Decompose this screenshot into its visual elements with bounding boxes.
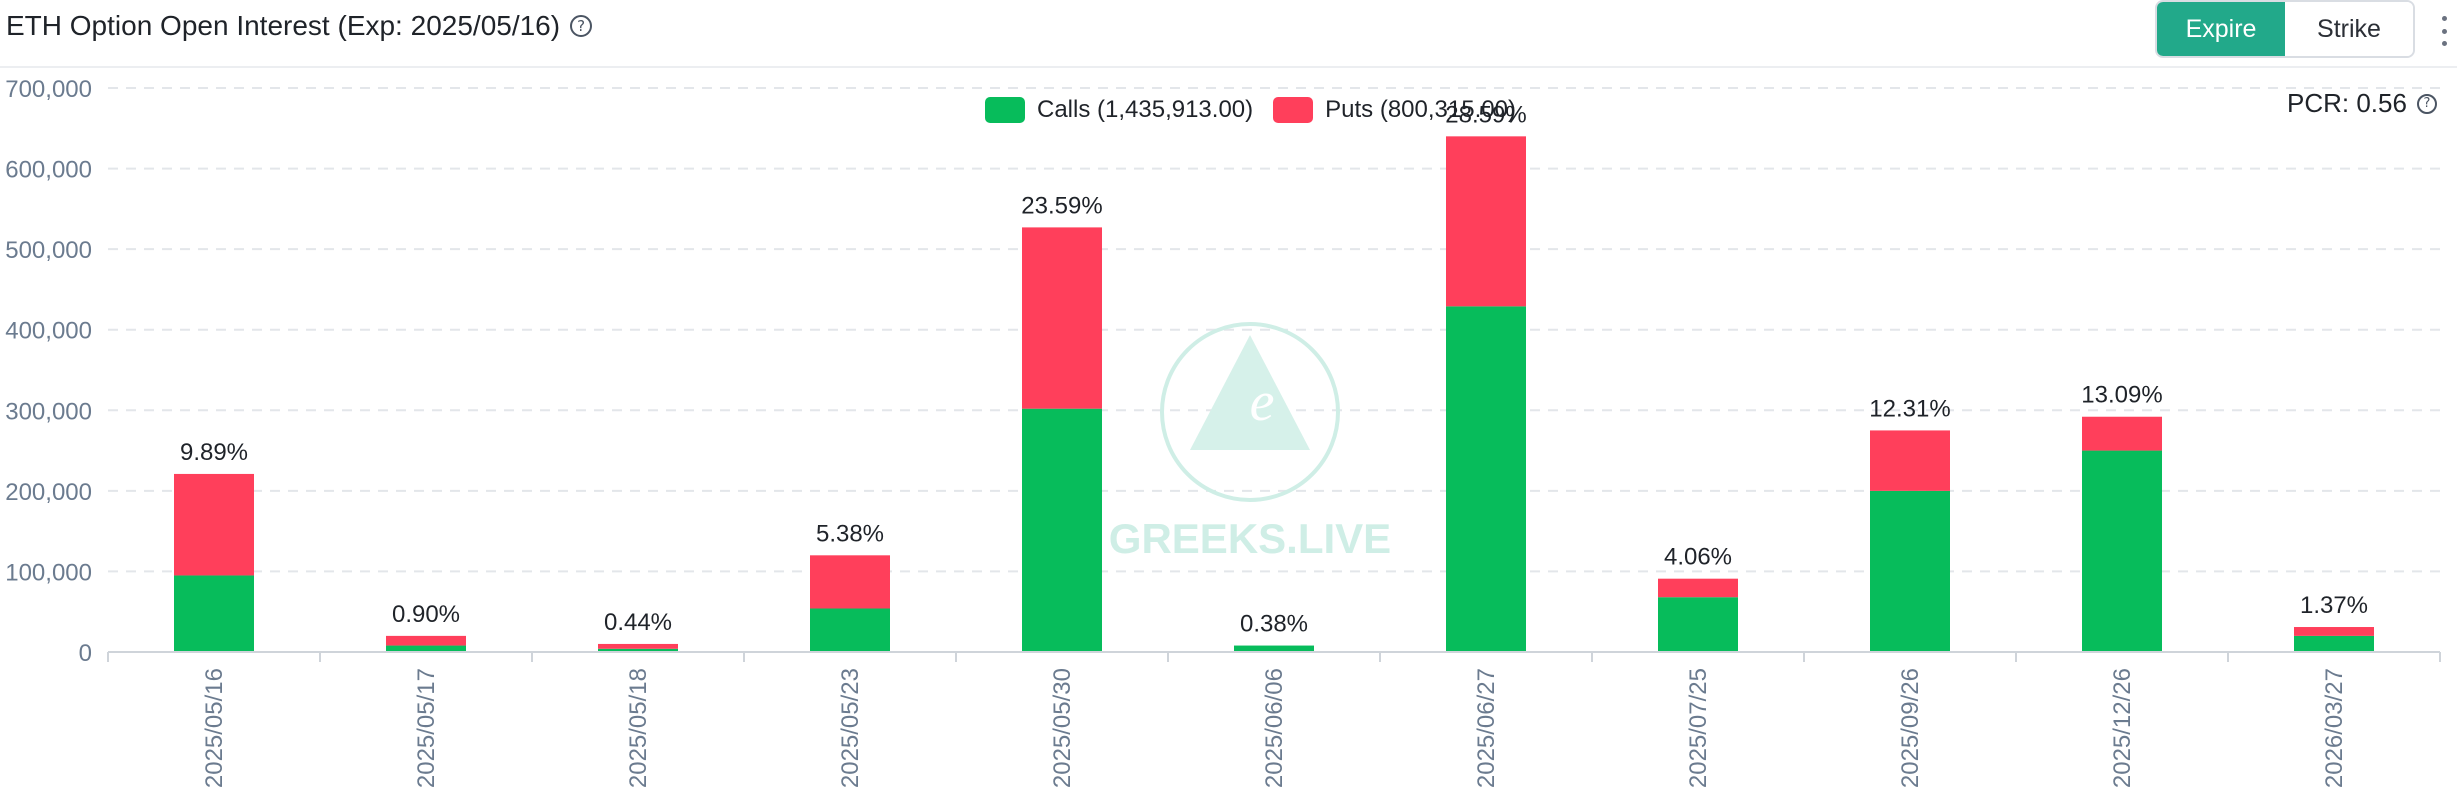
puts-swatch — [1273, 97, 1314, 123]
y-tick-label: 300,000 — [5, 398, 92, 425]
x-tick-label: 2025/05/17 — [413, 668, 440, 788]
data-label: 5.38% — [816, 520, 884, 547]
puts-bar — [1870, 430, 1950, 491]
x-tick-label: 2025/05/23 — [837, 668, 864, 788]
calls-bar — [810, 608, 890, 652]
calls-bar — [1446, 306, 1526, 652]
watermark-circle — [1160, 322, 1340, 502]
data-label: 0.44% — [604, 609, 672, 636]
chart-header: ETH Option Open Interest (Exp: 2025/05/1… — [0, 0, 2457, 68]
watermark-text: GREEKS.LIVE — [1109, 515, 1391, 562]
puts-bar — [2294, 627, 2374, 636]
x-tick-label: 2025/05/30 — [1049, 668, 1076, 788]
y-tick-label: 500,000 — [5, 237, 92, 264]
watermark: e GREEKS.LIVE — [1109, 322, 1391, 562]
pcr-indicator: PCR: 0.56 ? — [2287, 88, 2437, 119]
legend-calls-label: Calls (1,435,913.00) — [1037, 96, 1254, 123]
calls-bar — [2294, 635, 2374, 652]
puts-bar — [386, 635, 466, 646]
data-label: 0.38% — [1240, 611, 1308, 638]
watermark-letter: e — [1250, 371, 1275, 433]
puts-bar — [1022, 227, 1102, 409]
strike-button[interactable]: Strike — [2285, 2, 2413, 56]
puts-bar — [810, 555, 890, 609]
title-group: ETH Option Open Interest (Exp: 2025/05/1… — [6, 10, 593, 42]
data-label: 28.59% — [1445, 101, 1526, 128]
chart-legend: Calls (1,435,913.00) Puts (800,315.00) — [985, 96, 1536, 124]
puts-bar — [2082, 416, 2162, 451]
y-tick-label: 600,000 — [5, 157, 92, 184]
y-axis: 0 100,000 200,000 300,000 400,000 500,000 600,… — [5, 76, 92, 667]
data-label: 9.89% — [180, 439, 248, 466]
watermark-triangle — [1190, 335, 1310, 450]
data-label: 1.37% — [2300, 592, 2368, 619]
bars — [174, 136, 2374, 652]
x-tick-label: 2025/06/06 — [1261, 668, 1288, 788]
help-icon[interactable]: ? — [570, 15, 593, 37]
legend-puts-label: Puts (800,315.00) — [1325, 96, 1516, 123]
legend-calls[interactable]: Calls (1,435,913.00) — [985, 96, 1253, 124]
puts-bar — [1446, 136, 1526, 307]
y-tick-label: 100,000 — [5, 559, 92, 586]
x-tick-label: 2025/09/26 — [1897, 668, 1924, 788]
data-label: 23.59% — [1021, 192, 1102, 219]
legend-puts[interactable]: Puts (800,315.00) — [1273, 96, 1516, 124]
x-tick-label: 2025/07/25 — [1685, 668, 1712, 788]
data-label: 12.31% — [1869, 395, 1950, 422]
calls-bar — [174, 575, 254, 652]
data-labels: 9.89% 0.90% 0.44% 5.38% 23.59% 0.38% 28.59% 4.0… — [180, 101, 2368, 637]
calls-bar — [1870, 490, 1950, 652]
calls-bar — [1658, 597, 1738, 652]
calls-bar — [2082, 450, 2162, 652]
data-label: 13.09% — [2081, 382, 2162, 409]
calls-bar — [598, 648, 678, 652]
x-tick-label: 2025/12/26 — [2109, 668, 2136, 788]
puts-bar — [1658, 578, 1738, 598]
calls-bar — [1022, 408, 1102, 652]
x-tick-label: 2025/06/27 — [1473, 668, 1500, 788]
calls-bar — [1234, 645, 1314, 652]
pcr-label: PCR: 0.56 — [2287, 88, 2407, 118]
data-label: 0.90% — [392, 601, 460, 628]
more-options-icon[interactable] — [2440, 16, 2448, 46]
pcr-help-icon[interactable]: ? — [2416, 93, 2437, 114]
y-tick-label: 700,000 — [5, 76, 92, 103]
data-label: 4.06% — [1664, 544, 1732, 571]
view-toggle: Expire Strike — [2155, 0, 2415, 58]
x-tick-label: 2025/05/18 — [625, 668, 652, 788]
expire-button[interactable]: Expire — [2157, 2, 2285, 56]
calls-swatch — [985, 97, 1025, 123]
y-tick-label: 200,000 — [5, 479, 92, 506]
x-tick-label: 2025/05/16 — [201, 668, 228, 788]
y-tick-label: 0 — [79, 640, 92, 667]
x-axis: 2025/05/16 2025/05/17 2025/05/18 2025/05/23… — [107, 651, 2441, 788]
y-tick-label: 400,000 — [5, 318, 92, 345]
x-tick-label: 2026/03/27 — [2321, 668, 2348, 788]
calls-bar — [386, 645, 466, 652]
chart-title: ETH Option Open Interest (Exp: 2025/05/1… — [6, 10, 561, 41]
puts-bar — [174, 473, 254, 576]
puts-bar — [598, 643, 678, 649]
